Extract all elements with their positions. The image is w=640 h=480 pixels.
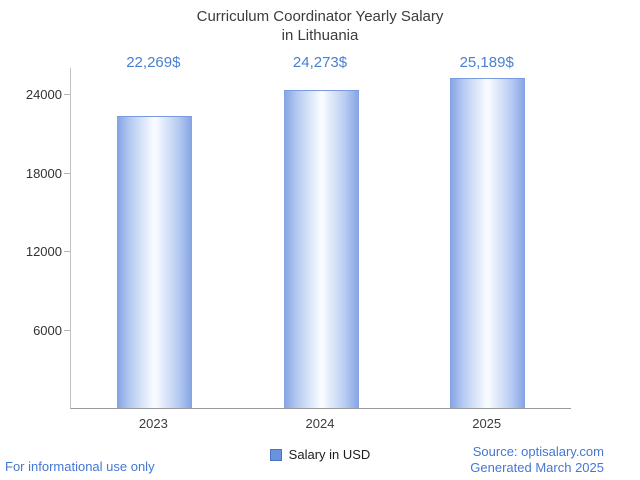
chart-title-line1: Curriculum Coordinator Yearly Salary <box>196 8 444 25</box>
footer-attribution: Source: optisalary.com Generated March 2… <box>470 444 604 476</box>
value-labels-row: 22,269$ 24,273$ 25,189$ <box>70 54 570 71</box>
source-link[interactable]: Source: optisalary.com <box>472 444 604 459</box>
x-tick-label-2025: 2025 <box>472 416 502 431</box>
plot-area <box>70 68 571 409</box>
legend: Salary in USD <box>0 447 640 462</box>
legend-swatch-icon <box>269 448 282 461</box>
y-tick-label-12000: 12000 <box>25 244 62 259</box>
bar-slot <box>238 68 405 408</box>
bar-2023 <box>116 116 192 408</box>
bar-slot <box>404 68 571 408</box>
bar-value-label-2024: 24,273$ <box>292 54 348 71</box>
y-tick-mark <box>64 251 70 252</box>
bar-2024 <box>283 90 359 408</box>
y-tick-mark <box>64 173 70 174</box>
bar-value-label-2023: 22,269$ <box>126 54 181 71</box>
chart-title: Curriculum Coordinator Yearly Salary in … <box>0 7 640 45</box>
chart-title-line2: in Lithuania <box>281 27 359 44</box>
y-tick-mark <box>64 330 70 331</box>
bar-2025 <box>450 78 526 408</box>
legend-label: Salary in USD <box>288 447 371 462</box>
generated-date: Generated March 2025 <box>470 460 604 475</box>
x-tick-label-2024: 2024 <box>305 416 335 431</box>
y-tick-mark <box>64 94 70 95</box>
bar-value-label-2025: 25,189$ <box>459 54 514 71</box>
y-tick-label-24000: 24000 <box>25 87 62 102</box>
bar-slot <box>71 68 238 408</box>
y-tick-label-6000: 6000 <box>33 323 62 338</box>
x-tick-label-2023: 2023 <box>138 416 168 431</box>
x-axis-labels: 2023 2024 2025 <box>70 416 570 431</box>
y-tick-label-18000: 18000 <box>25 166 62 181</box>
disclaimer-text: For informational use only <box>5 459 155 474</box>
